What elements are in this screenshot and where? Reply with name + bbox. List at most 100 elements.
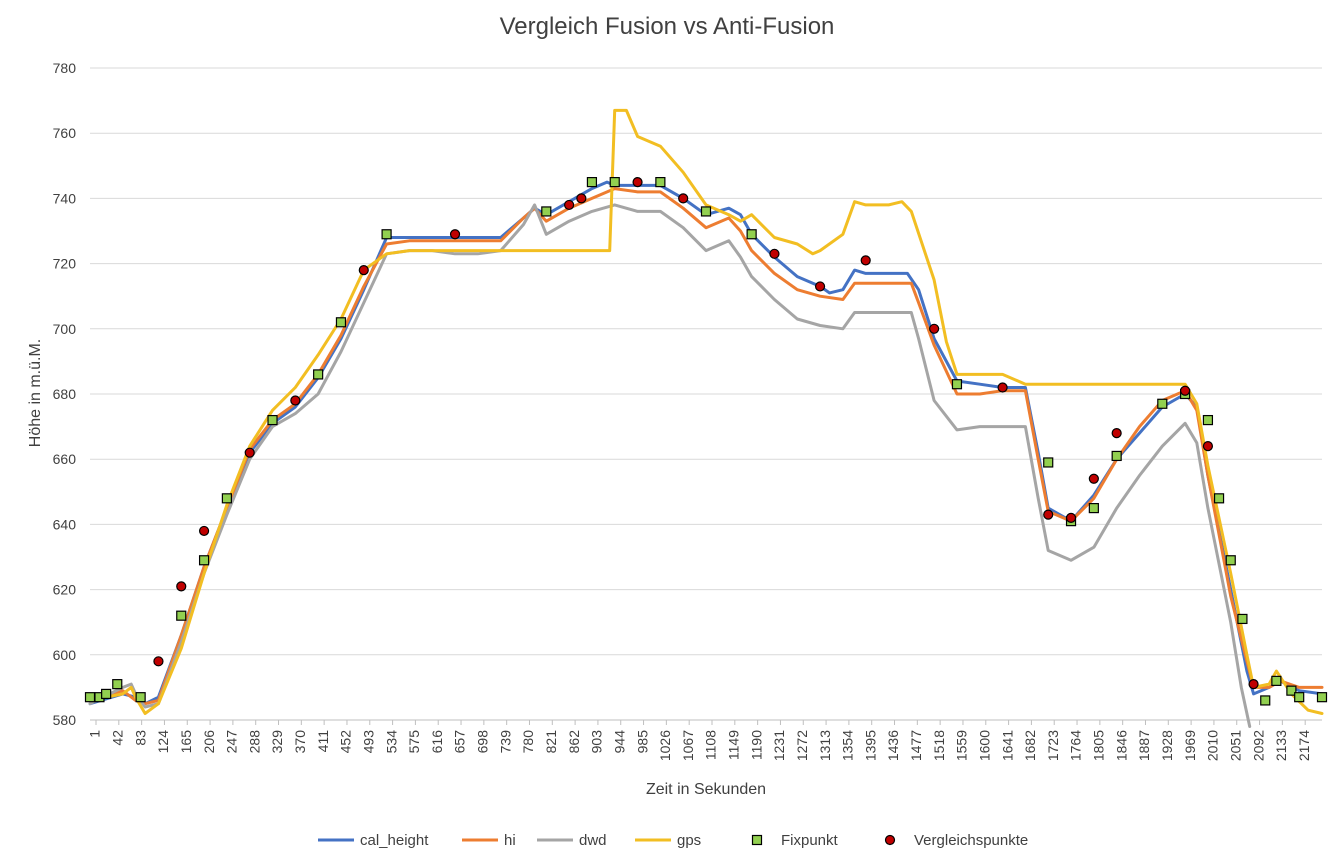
fixpunkt-marker [655, 177, 666, 188]
vergleichspunkt-marker [1043, 509, 1054, 520]
vergleichspunkt-marker [814, 281, 826, 292]
legend-swatch-Fixpunkt [751, 834, 763, 846]
fixpunkt-marker [101, 688, 112, 700]
x-tick-label-1067: 1067 [680, 730, 696, 761]
x-tick-label-1190: 1190 [748, 730, 764, 760]
x-tick-label-985: 985 [634, 730, 650, 754]
vergleichspunkt-marker [1202, 441, 1214, 452]
legend-label-cal_height: cal_height [360, 832, 429, 849]
x-axis-title: Zeit in Sekunden [646, 781, 766, 798]
x-tick-label-1682: 1682 [1022, 730, 1038, 761]
vergleichspunkt-marker [1180, 385, 1191, 396]
fixpunkt-marker [1111, 450, 1122, 462]
y-tick-label-640: 640 [53, 516, 77, 532]
chart-title: Vergleich Fusion vs Anti-Fusion [500, 13, 835, 40]
x-tick-label-1928: 1928 [1159, 730, 1175, 761]
y-tick-label-780: 780 [53, 60, 77, 76]
x-tick-label-1026: 1026 [657, 730, 673, 761]
fixpunkt-marker [335, 317, 347, 328]
fixpunkt-marker [381, 229, 392, 240]
legend-swatch-Vergleichspunkte [884, 834, 896, 846]
y-axis-title: Höhe in m.ü.M. [27, 339, 44, 447]
fixpunkt-marker [1157, 398, 1168, 409]
vergleichspunkt-marker [449, 229, 461, 240]
legend-label-Vergleichspunkte: Vergleichspunkte [914, 832, 1028, 849]
legend-label-hi: hi [504, 832, 516, 849]
fixpunkt-marker [267, 414, 278, 426]
x-tick-label-411: 411 [315, 730, 331, 753]
fixpunkt-marker [176, 610, 187, 621]
x-axis: 1 42 83 124 165 206 247 288 329 370 411 452 493 534 57… [87, 720, 1312, 761]
x-tick-label-452: 452 [338, 730, 354, 754]
x-tick-label-2174: 2174 [1296, 730, 1312, 761]
fixpunkt-marker [1088, 503, 1099, 514]
fixpunkt-marker [1237, 613, 1248, 625]
x-tick-label-2051: 2051 [1227, 730, 1243, 761]
vergleichspunkt-marker [678, 193, 689, 204]
x-tick-label-1805: 1805 [1091, 730, 1107, 761]
grid-lines [90, 67, 1322, 721]
x-tick-label-1354: 1354 [840, 730, 856, 761]
fixpunkt-marker [1294, 692, 1305, 703]
fixpunkt-marker [84, 692, 96, 703]
x-tick-label-247: 247 [224, 730, 240, 754]
x-tick-label-83: 83 [132, 730, 148, 746]
vergleichspunkt-marker [1065, 512, 1077, 523]
vergleichspunkt-marker [1088, 473, 1099, 484]
x-tick-label-739: 739 [497, 730, 513, 754]
x-tick-label-1641: 1641 [999, 730, 1015, 761]
vergleichspunkt-marker [860, 255, 871, 266]
x-tick-label-1313: 1313 [817, 730, 833, 761]
x-tick-label-1149: 1149 [726, 730, 742, 760]
x-tick-label-165: 165 [178, 730, 194, 754]
fixpunkt-marker [135, 692, 146, 703]
y-tick-label-680: 680 [53, 386, 77, 402]
y-tick-label-580: 580 [53, 712, 77, 728]
fixpunkt-marker [221, 493, 232, 504]
vergleichspunkt-marker [244, 447, 255, 458]
vergleichspunkt-marker [1111, 428, 1122, 439]
y-axis-tick-labels: 580 600 620 640 660 680 700 720 740 760 780 [53, 60, 77, 728]
x-tick-label-1846: 1846 [1113, 730, 1129, 761]
x-tick-label-1272: 1272 [794, 730, 810, 761]
vergleichspunkt-marker [358, 265, 369, 276]
x-tick-label-370: 370 [292, 730, 308, 754]
y-tick-label-760: 760 [53, 125, 77, 141]
y-tick-label-620: 620 [53, 582, 77, 598]
x-tick-label-2133: 2133 [1273, 730, 1289, 761]
x-tick-label-698: 698 [475, 730, 491, 754]
y-tick-label-660: 660 [53, 451, 77, 467]
legend-label-dwd: dwd [579, 832, 607, 849]
fixpunkt-marker [1286, 685, 1297, 696]
x-tick-label-944: 944 [611, 730, 627, 754]
x-tick-label-124: 124 [155, 730, 171, 754]
fixpunkt-marker [313, 369, 324, 380]
fixpunkt-marker [951, 379, 963, 390]
series-lines [88, 108, 1324, 728]
x-tick-label-534: 534 [383, 730, 399, 754]
y-tick-label-740: 740 [53, 190, 77, 206]
x-tick-label-2010: 2010 [1205, 730, 1221, 761]
fixpunkt-marker [700, 206, 712, 217]
vergleichspunkt-marker [769, 248, 780, 259]
x-tick-label-206: 206 [201, 730, 217, 754]
fixpunkt-marker [198, 555, 210, 566]
vergleichspunkt-marker [290, 395, 301, 406]
series-line-dwd [88, 203, 1252, 728]
series-line-hi [88, 187, 1324, 706]
x-tick-label-1969: 1969 [1182, 730, 1198, 761]
x-tick-label-1436: 1436 [885, 730, 901, 761]
fixpunkt-marker [112, 679, 123, 690]
fixpunkt-marker [1043, 457, 1054, 468]
vergleichspunkt-marker [176, 581, 187, 592]
x-tick-label-329: 329 [269, 730, 285, 754]
x-tick-label-288: 288 [246, 730, 262, 754]
x-tick-label-1559: 1559 [954, 730, 970, 761]
fixpunkt-marker [1271, 675, 1282, 686]
x-tick-label-1395: 1395 [862, 730, 878, 761]
vergleichspunkt-marker [153, 656, 164, 667]
x-tick-label-1887: 1887 [1136, 730, 1152, 761]
x-tick-label-862: 862 [566, 730, 582, 754]
vergleichspunkt-marker [997, 382, 1008, 393]
